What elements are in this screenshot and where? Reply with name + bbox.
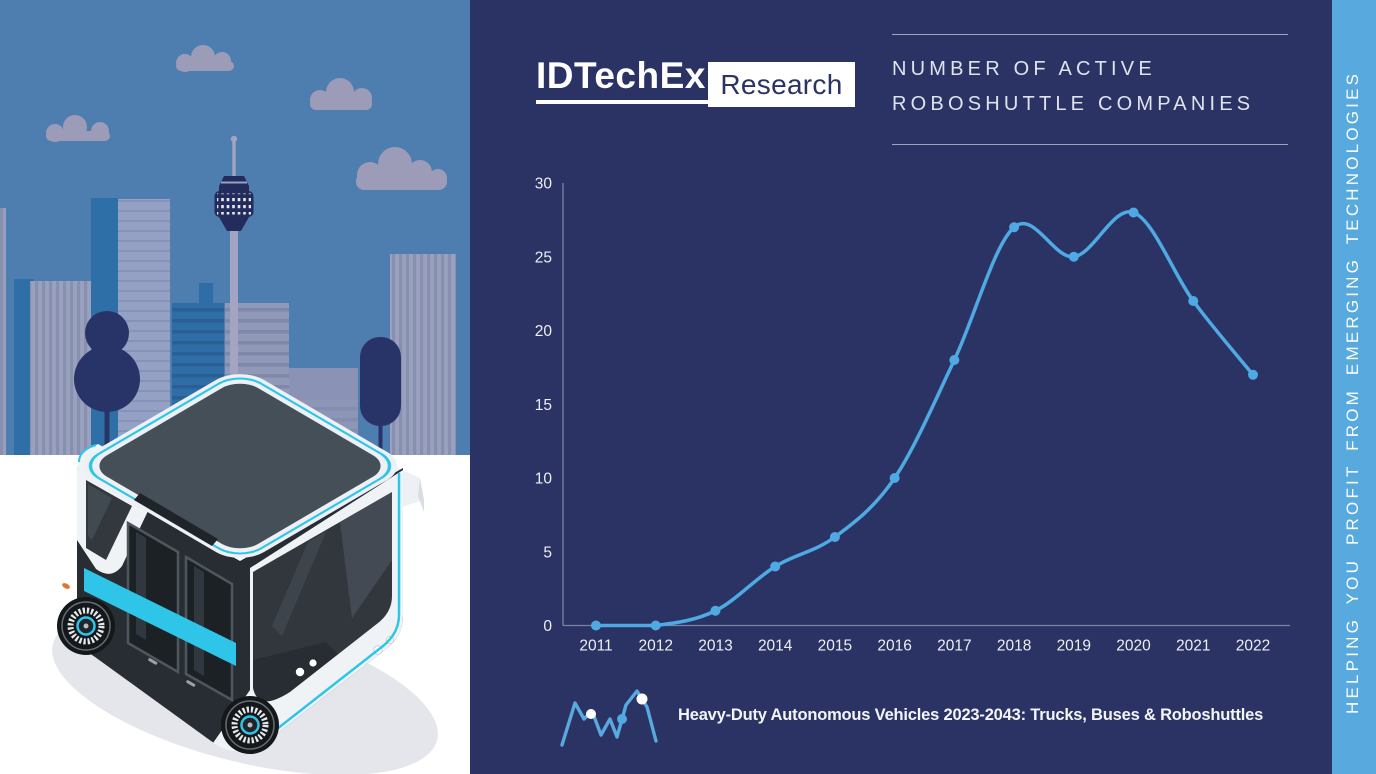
- cloud-right-large: [356, 147, 447, 190]
- tick-label: 2016: [877, 638, 911, 655]
- front-light-1: [295, 667, 305, 677]
- tick-label: 15: [535, 397, 552, 414]
- tv-tower: [214, 135, 254, 457]
- tick-label: 2011: [579, 638, 612, 655]
- tree-left: [74, 311, 140, 457]
- tick-label: 2020: [1116, 638, 1151, 655]
- marker-light: [62, 583, 70, 589]
- windshield-streak: [272, 532, 326, 636]
- front-accent-line: [267, 473, 401, 737]
- data-point: [710, 605, 721, 616]
- rear-window-reflection: [88, 484, 112, 540]
- tick-label: 25: [535, 249, 552, 266]
- tick-label: 2021: [1176, 638, 1210, 655]
- data-point: [770, 561, 781, 572]
- front-light-2: [309, 659, 317, 667]
- report-title: Heavy-Duty Autonomous Vehicles 2023-2043…: [678, 706, 1264, 724]
- side-accent-stripe: [84, 568, 236, 666]
- tick-label: 2012: [638, 638, 672, 655]
- series-line: [594, 210, 1255, 628]
- side-banner: HELPING YOU PROFIT FROM EMERGING TECHNOL…: [1332, 0, 1376, 774]
- cloud-top-center: [176, 45, 234, 72]
- tick-label: 20: [535, 323, 553, 340]
- sparkline-icon: [560, 689, 658, 747]
- roof-module-side: [418, 478, 424, 512]
- tick-label: 2019: [1057, 638, 1091, 655]
- tick-label: 10: [535, 471, 553, 488]
- data-point: [1248, 369, 1258, 380]
- data-point: [1068, 251, 1079, 262]
- idtechex-logo: IDTechEx: [536, 56, 709, 104]
- city-illustration-svg: [0, 0, 470, 774]
- data-point: [949, 355, 960, 365]
- front-skirt: [253, 642, 338, 702]
- data-point: [829, 532, 840, 542]
- tick-label: 5: [543, 544, 552, 561]
- data-point: [1188, 296, 1199, 306]
- roof-sensor-bar: [134, 493, 218, 546]
- cloud-right-upper: [310, 78, 372, 110]
- chart-title-line1: NUMBER OF ACTIVE: [892, 58, 1156, 80]
- chart-title-block: NUMBER OF ACTIVE ROBOSHUTTLE COMPANIES: [892, 34, 1288, 145]
- data-point: [650, 620, 661, 631]
- door-handle-1: [148, 658, 158, 665]
- tick-label: 2014: [758, 638, 793, 655]
- roboshuttle-illustration: [57, 374, 424, 754]
- tree-right: [360, 337, 401, 457]
- chart-title-line2: ROBOSHUTTLE COMPANIES: [892, 93, 1255, 115]
- line-chart: 0 5 10 15 20 25 30 2011 2012 2013 2014 2015 2016 2017…: [535, 176, 1290, 655]
- tick-label: 2022: [1236, 638, 1270, 655]
- rear-accent-line: [78, 444, 97, 463]
- data-point: [591, 620, 601, 631]
- chart-panel: IDTechEx Research NUMBER OF ACTIVE ROBOS…: [470, 0, 1333, 774]
- rear-wheel: [57, 597, 115, 655]
- city-illustration: [0, 0, 470, 774]
- side-banner-text: HELPING YOU PROFIT FROM EMERGING TECHNOL…: [1343, 70, 1362, 714]
- data-point: [1009, 222, 1020, 233]
- research-badge: Research: [708, 62, 855, 107]
- windshield-reflection: [340, 492, 392, 618]
- tick-label: 2013: [698, 638, 732, 655]
- cloud-left: [46, 115, 110, 142]
- tick-label: 2015: [818, 638, 852, 655]
- tick-label: 2018: [997, 638, 1031, 655]
- data-point: [1128, 207, 1139, 218]
- front-wheel: [221, 696, 279, 754]
- tick-label: 2017: [937, 638, 971, 655]
- tick-label: 0: [543, 618, 552, 635]
- data-point: [889, 473, 900, 483]
- door-handle-2: [186, 680, 196, 687]
- tick-label: 30: [535, 176, 553, 193]
